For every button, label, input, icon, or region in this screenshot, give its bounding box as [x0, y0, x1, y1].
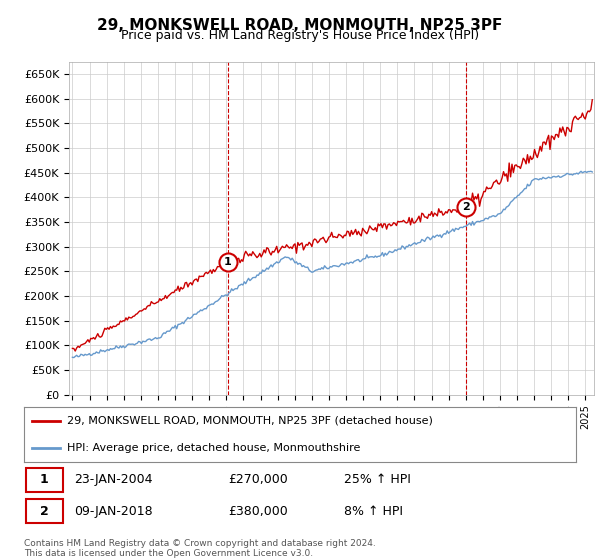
Text: 1: 1: [40, 473, 49, 487]
Text: £380,000: £380,000: [228, 505, 288, 517]
Text: 23-JAN-2004: 23-JAN-2004: [74, 473, 152, 487]
Text: 2: 2: [463, 202, 470, 212]
Text: 1: 1: [224, 256, 232, 267]
Text: 29, MONKSWELL ROAD, MONMOUTH, NP25 3PF (detached house): 29, MONKSWELL ROAD, MONMOUTH, NP25 3PF (…: [67, 416, 433, 426]
FancyBboxPatch shape: [26, 468, 63, 492]
Text: 09-JAN-2018: 09-JAN-2018: [74, 505, 152, 517]
Text: £270,000: £270,000: [228, 473, 288, 487]
Text: 29, MONKSWELL ROAD, MONMOUTH, NP25 3PF: 29, MONKSWELL ROAD, MONMOUTH, NP25 3PF: [97, 18, 503, 33]
FancyBboxPatch shape: [26, 499, 63, 523]
Text: 8% ↑ HPI: 8% ↑ HPI: [344, 505, 403, 517]
Text: Price paid vs. HM Land Registry's House Price Index (HPI): Price paid vs. HM Land Registry's House …: [121, 29, 479, 42]
Text: 2: 2: [40, 505, 49, 517]
Text: Contains HM Land Registry data © Crown copyright and database right 2024.
This d: Contains HM Land Registry data © Crown c…: [24, 539, 376, 558]
Text: HPI: Average price, detached house, Monmouthshire: HPI: Average price, detached house, Monm…: [67, 444, 361, 453]
Text: 25% ↑ HPI: 25% ↑ HPI: [344, 473, 411, 487]
